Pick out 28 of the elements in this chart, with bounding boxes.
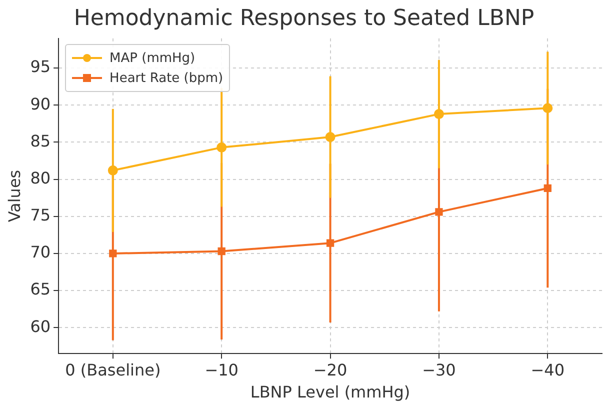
y-tick-label: 85: [30, 131, 51, 150]
y-tick-label: 95: [30, 57, 51, 76]
point: [326, 239, 334, 247]
y-tick-label: 60: [30, 316, 51, 336]
y-axis-title: Values: [4, 170, 24, 222]
point: [109, 250, 117, 258]
y-tick-label: 65: [30, 280, 51, 299]
point: [435, 208, 443, 216]
y-tick-label: 75: [30, 206, 51, 225]
point: [108, 165, 118, 176]
x-tick-label: −10: [204, 360, 238, 380]
x-tick-label: −40: [530, 360, 565, 380]
y-tick-label: 70: [30, 242, 51, 262]
point: [544, 184, 552, 192]
point: [434, 109, 444, 120]
point: [542, 103, 553, 114]
point: [218, 247, 226, 256]
chart-title: Hemodynamic Responses to Seated LBNP: [74, 6, 534, 31]
x-tick-label: −30: [422, 360, 456, 380]
legend-label: Heart Rate (bpm): [110, 70, 224, 86]
point: [216, 142, 227, 152]
legend-label: MAP (mmHg): [110, 50, 196, 66]
x-tick-label: −20: [313, 360, 348, 380]
y-tick-label: 80: [30, 168, 51, 188]
point: [325, 132, 336, 142]
x-tick-label: 0 (Baseline): [65, 360, 161, 380]
y-tick-label: 90: [30, 94, 51, 114]
x-axis-title: LBNP Level (mmHg): [250, 382, 410, 402]
